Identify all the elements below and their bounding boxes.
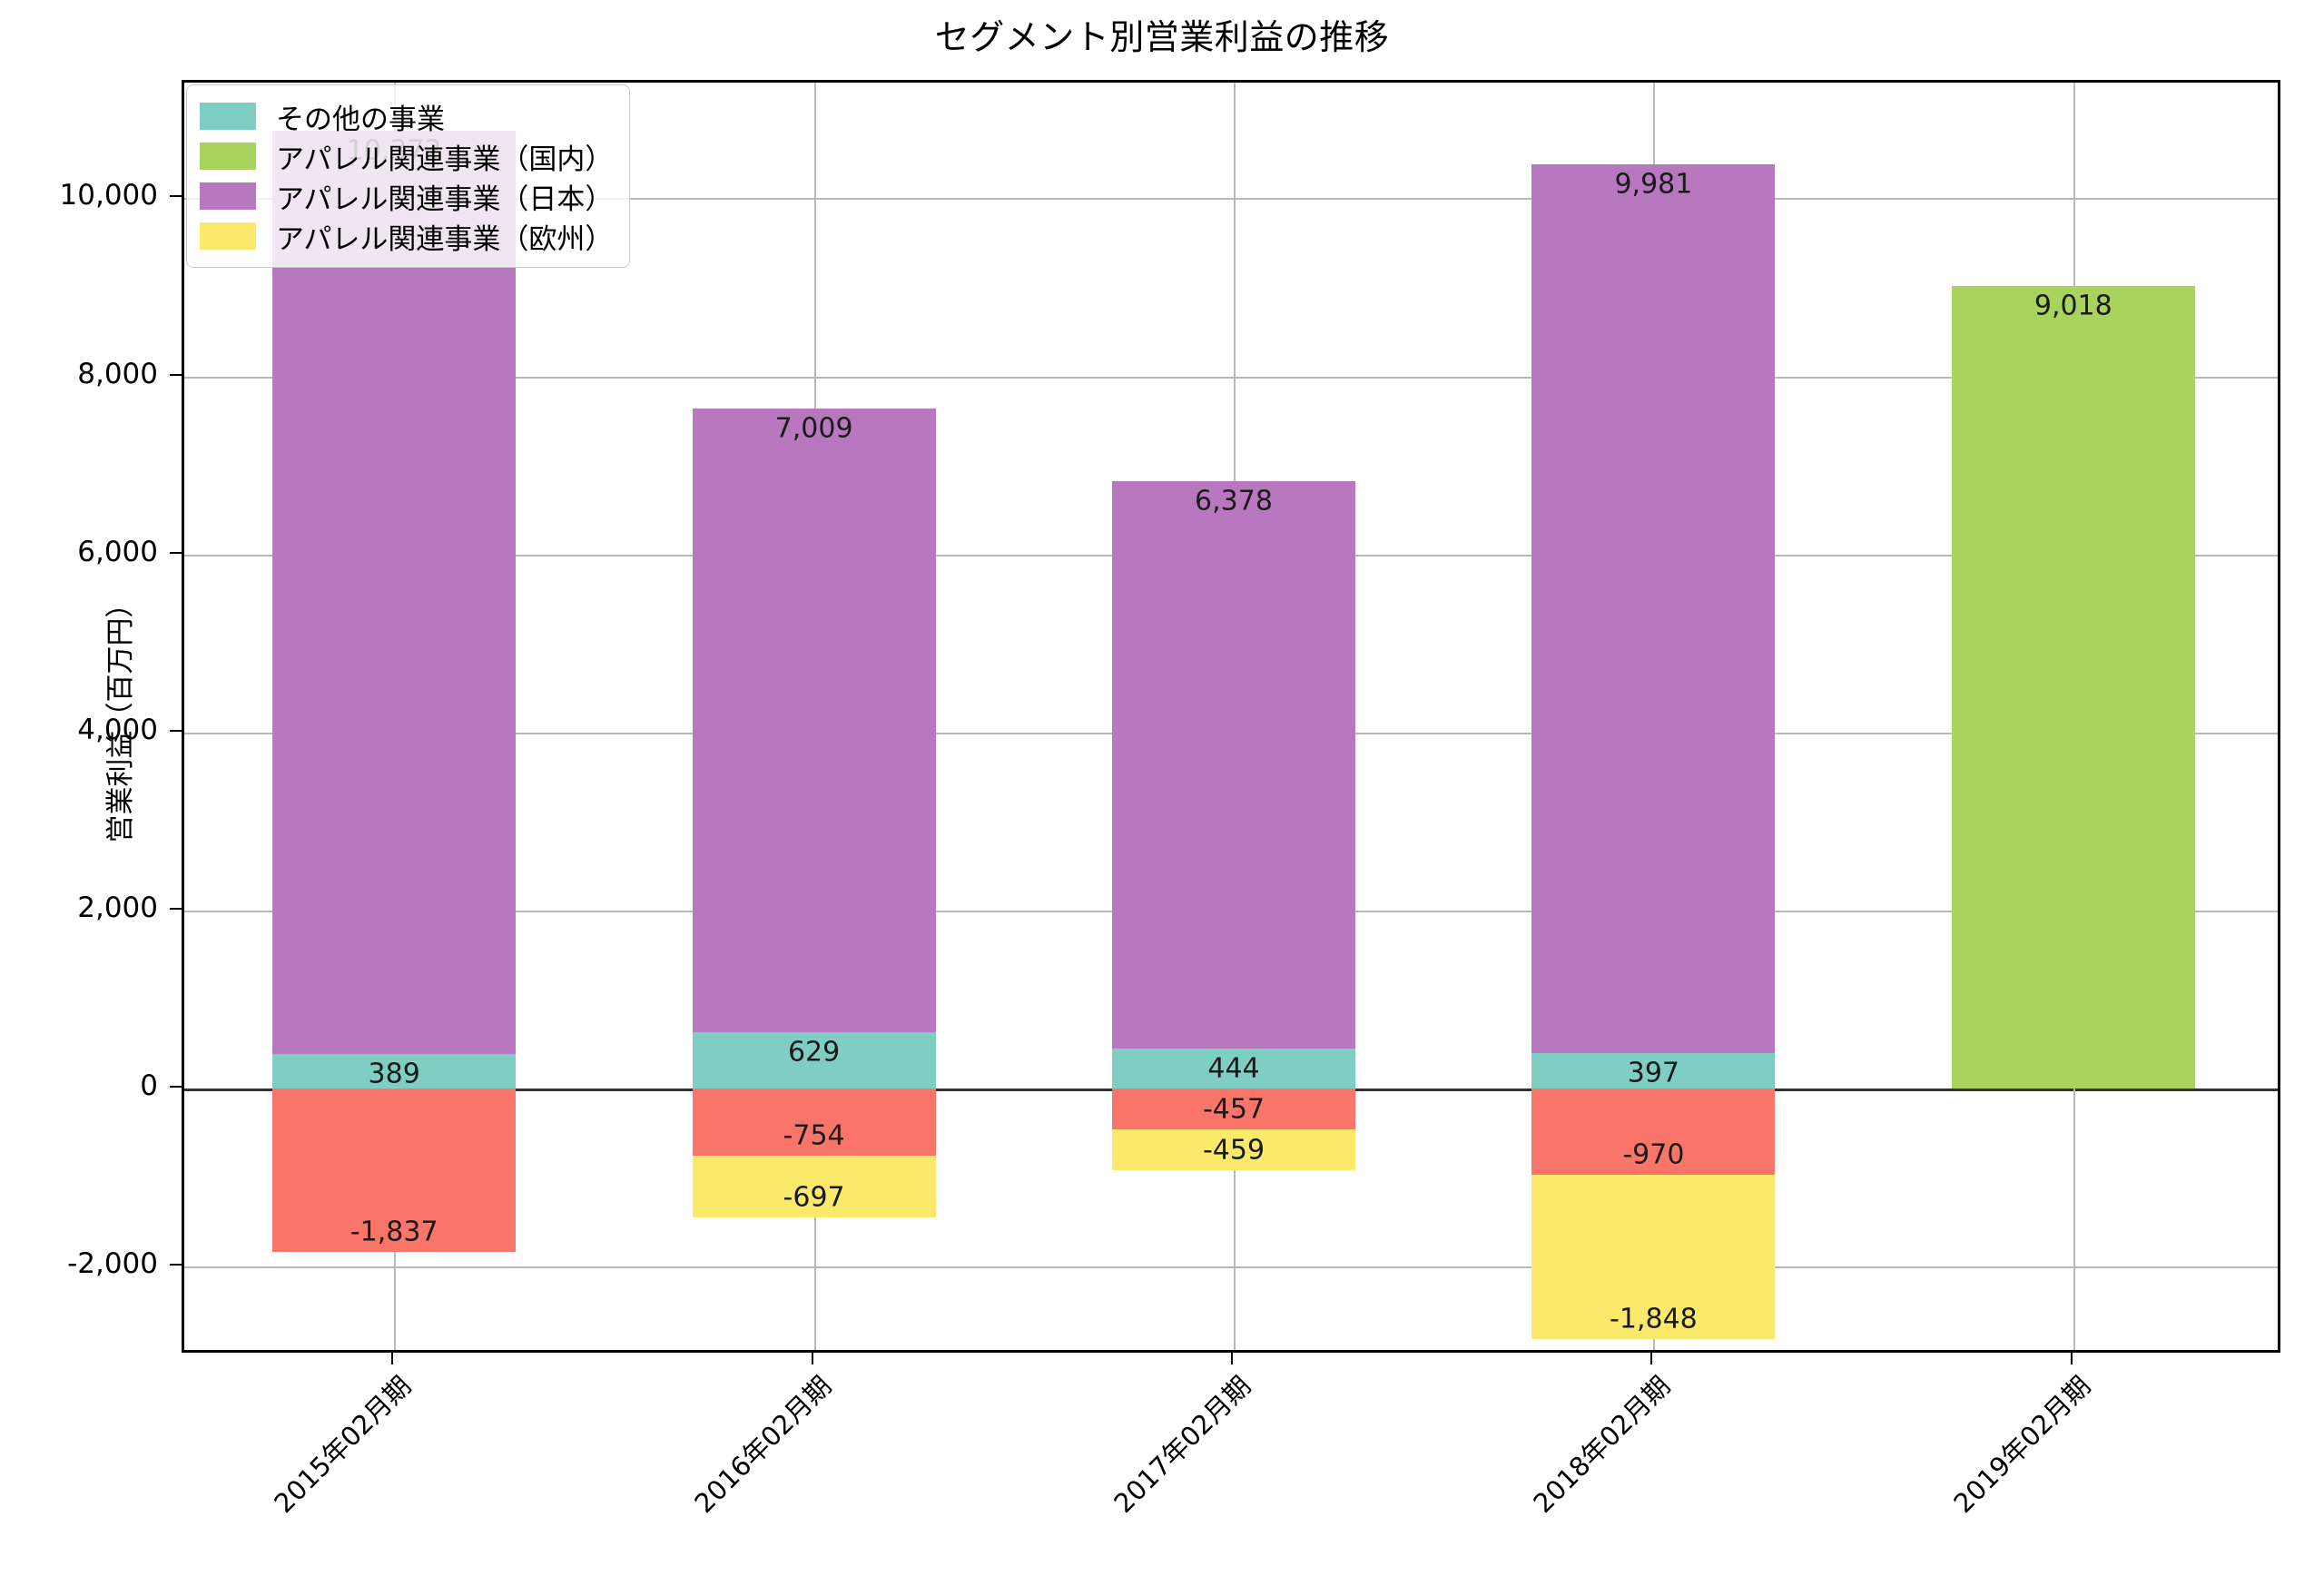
- legend-item[interactable]: アパレル関連事業（日本）: [200, 176, 613, 216]
- bar-segment: [272, 1088, 517, 1252]
- x-axis-tick-label: 2015年02月期: [268, 1370, 418, 1520]
- x-axis-tick-mark: [811, 1353, 813, 1364]
- bar-segment: [692, 409, 936, 1033]
- bar-segment: [1111, 1049, 1356, 1089]
- x-axis-tick-label: 2019年02月期: [1947, 1370, 2097, 1520]
- legend-color-swatch: [200, 103, 256, 130]
- bar-segment: [1531, 1174, 1776, 1340]
- bar-segment: [272, 130, 517, 1054]
- x-axis-tick-mark: [1650, 1353, 1653, 1364]
- y-axis-tick-mark: [170, 1263, 182, 1266]
- legend-color-swatch: [200, 222, 256, 250]
- x-axis-tick-label: 2017年02月期: [1108, 1370, 1257, 1520]
- bar-segment: [1531, 164, 1776, 1053]
- y-axis-tick-mark: [170, 373, 182, 376]
- gridline-horizontal: [184, 198, 2278, 201]
- legend-item-label: アパレル関連事業（国内）: [276, 143, 614, 176]
- bar-segment: [1531, 1052, 1776, 1089]
- y-axis-tick-label: 6,000: [77, 535, 158, 568]
- bar-segment: [692, 1088, 936, 1156]
- legend-item-label: その他の事業: [276, 103, 445, 136]
- x-axis-tick-mark: [1231, 1353, 1233, 1364]
- x-axis-tick-label: 2018年02月期: [1527, 1370, 1677, 1520]
- gridline-horizontal: [184, 376, 2278, 379]
- bar-segment: [692, 1032, 936, 1089]
- legend-item[interactable]: その他の事業: [200, 96, 613, 136]
- chart-figure: セグメント別営業利益の推移 営業利益（百万円） -2,000 0 2,000 4,00…: [59, 17, 2280, 1519]
- chart-title: セグメント別営業利益の推移: [934, 17, 1390, 57]
- y-axis-tick-mark: [170, 907, 182, 910]
- y-axis-tick-label: 10,000: [59, 179, 158, 212]
- y-axis-tick-mark: [170, 551, 182, 554]
- chart-legend: その他の事業アパレル関連事業（国内） アパレル関連事業（日本） アパレル関連事業（欧…: [186, 84, 631, 268]
- bar-segment: [1111, 481, 1356, 1049]
- y-axis-tick-label: 0: [140, 1069, 158, 1102]
- legend-item-label: アパレル関連事業（欧州）: [276, 222, 614, 256]
- bar-segment: [1951, 285, 2195, 1089]
- bar-segment: [1531, 1088, 1776, 1175]
- bar-segment: [692, 1155, 936, 1218]
- legend-color-swatch: [200, 182, 256, 210]
- legend-item[interactable]: アパレル関連事業（国内）: [200, 136, 613, 176]
- bar-segment: [1111, 1128, 1356, 1170]
- plot-clip: 38910,372-1,8376297,009-754-6974446,378-…: [184, 83, 2278, 1350]
- y-axis-tick-label: 4,000: [77, 713, 158, 746]
- legend-item[interactable]: アパレル関連事業（欧州）: [200, 216, 613, 256]
- legend-item-label: アパレル関連事業（日本）: [276, 182, 614, 216]
- bar-segment: [1111, 1088, 1356, 1129]
- y-axis-tick-label: -2,000: [67, 1246, 158, 1280]
- x-axis-tick-mark: [2070, 1353, 2073, 1364]
- y-axis-tick-label: 2,000: [77, 891, 158, 924]
- x-axis-tick-mark: [391, 1353, 394, 1364]
- bar-segment: [272, 1053, 517, 1089]
- gridline-horizontal: [184, 1266, 2278, 1268]
- y-axis-tick-mark: [170, 195, 182, 198]
- x-axis-tick-label: 2016年02月期: [688, 1370, 837, 1520]
- y-axis-tick-mark: [170, 729, 182, 732]
- plot-area: 38910,372-1,8376297,009-754-6974446,378-…: [182, 80, 2280, 1353]
- legend-color-swatch: [200, 143, 256, 170]
- y-axis-tick-mark: [170, 1085, 182, 1088]
- y-axis-tick-label: 8,000: [77, 357, 158, 390]
